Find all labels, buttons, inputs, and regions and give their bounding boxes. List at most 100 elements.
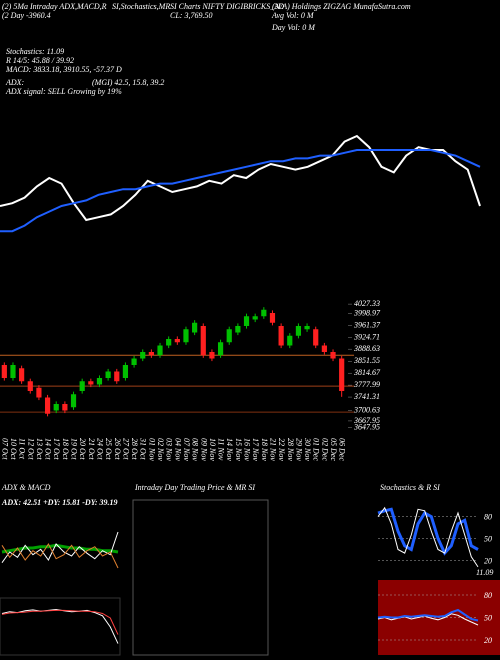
x-tick-label: 27 Oct — [121, 438, 130, 460]
candle-body — [287, 335, 293, 346]
x-tick-label: 21 Nov — [268, 438, 277, 461]
candle-body — [313, 329, 319, 346]
series-line — [1, 531, 119, 563]
pane-subtitle: ADX: 42.51 +DY: 15.81 -DY: 39.19 — [1, 498, 118, 507]
candle-body — [36, 387, 42, 398]
x-tick-label: 28 Nov — [286, 438, 295, 461]
series-line — [0, 149, 481, 233]
y-tick-label: 3667.95 — [353, 416, 380, 425]
candle-body — [183, 329, 189, 343]
x-tick-label: 24 Oct — [95, 438, 104, 460]
header-text: (2 Day -3960.4 — [2, 11, 51, 20]
candle-body — [140, 352, 146, 359]
y-tick-label: 20 — [484, 556, 492, 565]
pane-title: Intraday Day Trading Price & MR SI — [134, 483, 255, 492]
header-text: Stochastics: 11.09 — [6, 47, 64, 56]
header-text: (N/A) Holdings ZIGZAG MunafaSutra.com — [272, 2, 411, 11]
x-tick-label: 25 Oct — [104, 438, 113, 460]
candle-body — [114, 371, 120, 382]
x-tick-label: 22 Nov — [277, 438, 286, 461]
x-tick-label: 09 Nov — [199, 438, 208, 461]
x-tick-label: 17 Oct — [52, 438, 61, 460]
x-tick-label: 20 Oct — [78, 438, 87, 460]
y-tick-label: 80 — [484, 591, 492, 600]
y-tick-label: 3888.63 — [353, 344, 380, 353]
candle-body — [304, 326, 310, 330]
x-tick-label: 21 Oct — [87, 438, 96, 460]
header-text: SI Charts NIFTY DIGIBRICKS_3D — [170, 2, 284, 11]
intraday-box — [132, 499, 269, 656]
x-tick-label: 14 Oct — [44, 438, 53, 460]
candle-body — [278, 326, 284, 346]
y-tick-label: 3814.67 — [353, 368, 381, 377]
candle-body — [321, 345, 327, 352]
x-tick-label: 11 Nov — [217, 438, 226, 461]
x-tick-label: 07 Oct — [0, 438, 9, 460]
header-text: Day Vol: 0 M — [271, 23, 316, 32]
candle-body — [217, 342, 224, 356]
candle-body — [70, 394, 77, 408]
candle-body — [261, 309, 267, 317]
x-tick-label: 12 Oct — [26, 438, 35, 460]
y-tick-label: 80 — [484, 513, 492, 522]
y-tick-label: 3647.95 — [353, 422, 380, 431]
x-tick-label: 06 Dec — [338, 438, 347, 461]
candle-body — [44, 397, 51, 414]
candle-body — [235, 326, 241, 333]
x-tick-label: 18 Nov — [260, 438, 269, 461]
header-text: MACD: 3833.18, 3910.55, -57.37 D — [5, 65, 122, 74]
x-tick-label: 07 Nov — [182, 438, 191, 461]
candle-body — [192, 322, 198, 333]
candle-body — [19, 368, 25, 382]
candle-body — [295, 326, 302, 336]
header-text: R 14/5: 45.88 / 39.92 — [5, 56, 74, 65]
x-tick-label: 26 Oct — [113, 438, 122, 460]
candle-body — [226, 329, 232, 343]
x-tick-label: 01 Nov — [147, 438, 156, 461]
y-tick-label: 50 — [484, 535, 492, 544]
candle-body — [53, 404, 59, 411]
series-line — [0, 134, 481, 222]
x-tick-label: 13 Oct — [35, 438, 44, 460]
header-text: SI,Stochastics,MR — [112, 2, 170, 11]
candle-body — [339, 358, 345, 391]
x-tick-label: 28 Oct — [130, 438, 139, 460]
x-tick-label: 02 Nov — [156, 438, 165, 461]
x-tick-label: 02 Dec — [320, 438, 329, 461]
x-tick-label: 03 Nov — [165, 438, 174, 461]
y-tick-label: 4027.33 — [354, 299, 380, 308]
y-tick-label: 3924.71 — [353, 332, 380, 341]
candle-body — [1, 365, 7, 378]
x-tick-label: 19 Oct — [70, 438, 79, 460]
x-tick-label: 08 Nov — [191, 438, 200, 461]
y-tick-label: 3998.97 — [353, 308, 381, 317]
x-tick-label: 31 Oct — [139, 437, 148, 460]
candle-body — [174, 339, 180, 343]
y-tick-label: 3777.99 — [353, 380, 380, 389]
x-tick-label: 10 Oct — [9, 438, 18, 460]
pane-title: Stochastics & R SI — [380, 483, 440, 492]
y-tick-label: 50 — [484, 614, 492, 623]
value-label: 11.09 — [476, 568, 493, 577]
candle-body — [10, 365, 16, 378]
candle-body — [148, 352, 154, 356]
header-text: CL: 3,769.50 — [170, 11, 212, 20]
header-text: ADX signal: SELL Growing by 19% — [5, 87, 122, 96]
candle-body — [252, 316, 258, 320]
candle-body — [88, 381, 94, 385]
pane-title: ADX & MACD — [1, 483, 51, 492]
y-tick-label: 3961.37 — [353, 321, 381, 330]
series-line — [377, 507, 479, 556]
series-line — [377, 506, 479, 568]
y-tick-label: 3741.31 — [353, 392, 380, 401]
candle-body — [62, 404, 68, 411]
candle-body — [269, 313, 276, 323]
candle-body — [330, 352, 336, 359]
macd-box — [0, 597, 121, 656]
y-tick-label: 3851.55 — [353, 356, 380, 365]
series-line — [1, 609, 119, 635]
candle-body — [27, 381, 33, 391]
series-line — [377, 608, 479, 622]
x-tick-label: 30 Nov — [303, 437, 312, 461]
candle-body — [96, 378, 103, 385]
